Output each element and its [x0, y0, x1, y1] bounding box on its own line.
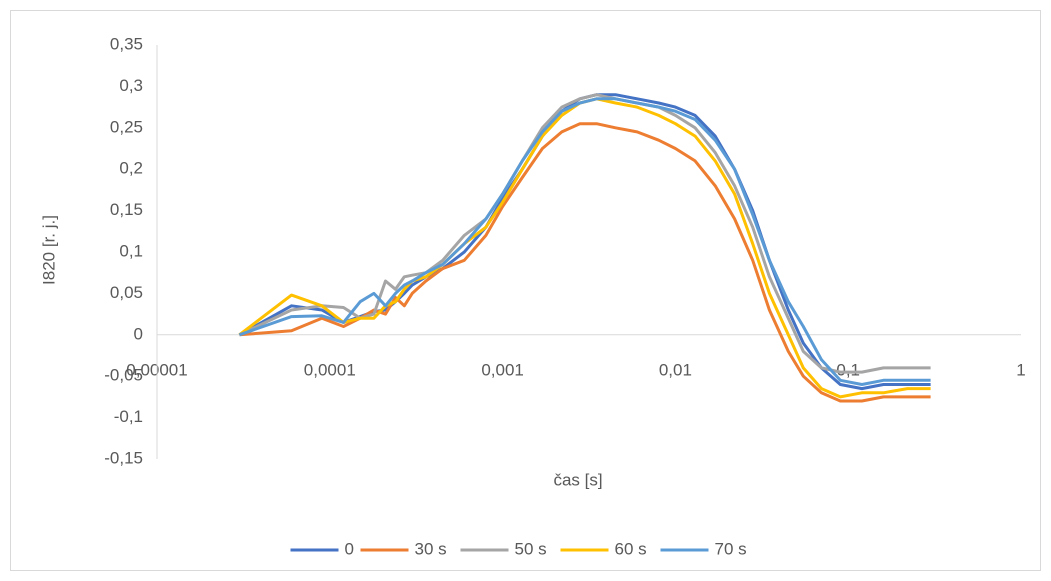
- x-axis-title: čas [s]: [553, 470, 602, 489]
- x-tick-label: 0,1: [836, 360, 860, 379]
- x-tick-label: 0,0001: [304, 360, 356, 379]
- series-line: [238, 93, 931, 374]
- y-tick-label: 0,35: [110, 34, 143, 53]
- y-axis-title: I820 [r. j.]: [39, 215, 58, 285]
- y-tick-label: 0,2: [119, 159, 143, 178]
- series-line: [238, 97, 931, 386]
- y-tick-label: 0,1: [119, 241, 143, 260]
- y-tick-label: 0: [134, 324, 143, 343]
- x-tick-label: 0,001: [481, 360, 524, 379]
- legend-label: 30 s: [415, 539, 447, 558]
- y-tick-label: -0,1: [114, 407, 143, 426]
- legend-label: 60 s: [615, 539, 647, 558]
- y-tick-label: -0,15: [104, 448, 143, 467]
- y-tick-label: 0,05: [110, 283, 143, 302]
- y-tick-label: 0,25: [110, 117, 143, 136]
- legend-label: 70 s: [715, 539, 747, 558]
- chart-frame: [10, 10, 1041, 571]
- series-line: [239, 122, 931, 403]
- legend-label: 50 s: [515, 539, 547, 558]
- y-tick-label: 0,3: [119, 76, 143, 95]
- y-tick-label: -0,05: [104, 366, 143, 385]
- x-tick-label: 0,01: [659, 360, 692, 379]
- x-tick-label: 1: [1016, 360, 1025, 379]
- y-tick-label: 0,15: [110, 200, 143, 219]
- legend-label: 0: [345, 539, 354, 558]
